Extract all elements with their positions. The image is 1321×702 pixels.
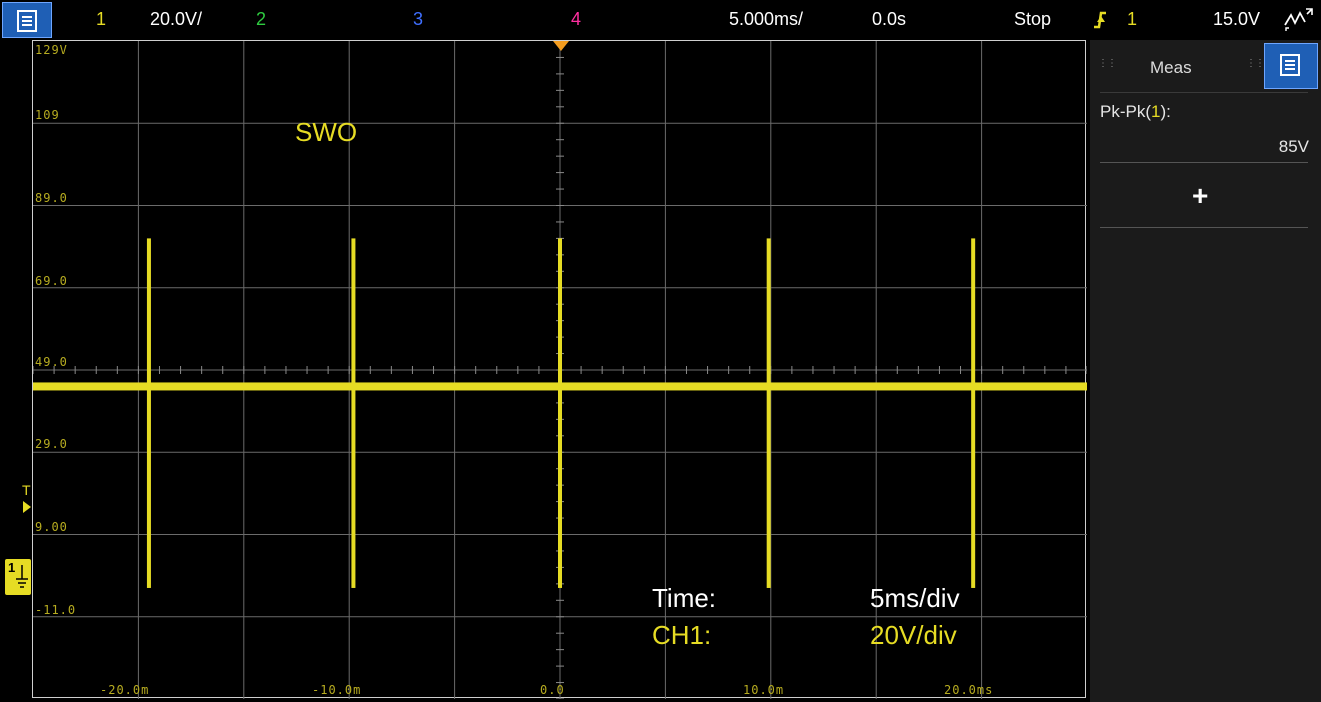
y-label-3: 69.0 xyxy=(35,274,68,288)
channel-1-waveform xyxy=(33,238,1087,588)
x-label-3: 10.0m xyxy=(743,683,785,697)
y-label-1: 109 xyxy=(35,108,60,122)
trigger-position-marker[interactable] xyxy=(553,41,569,53)
delay-value[interactable]: 0.0s xyxy=(872,9,907,29)
divider xyxy=(1100,92,1308,93)
measurement-label-text: Pk-Pk(1): xyxy=(1100,102,1171,121)
y-label-5: 29.0 xyxy=(35,437,68,451)
trigger-level-arrow-icon[interactable] xyxy=(22,500,32,514)
channel-1-button[interactable]: 1 xyxy=(96,9,107,29)
x-label-2: 0.0 xyxy=(540,683,565,697)
x-label-1: -10.0m xyxy=(312,683,362,697)
channel-1-ground-marker[interactable]: 1 xyxy=(5,559,31,595)
drag-handle-icon[interactable]: ⋮⋮ xyxy=(1098,58,1117,69)
y-label-6: 9.00 xyxy=(35,520,68,534)
menu-icon xyxy=(1280,54,1300,76)
measurement-label[interactable]: Pk-Pk(1): xyxy=(1100,102,1171,122)
autoscale-icon[interactable] xyxy=(1283,7,1315,33)
rising-edge-icon[interactable] xyxy=(1093,9,1107,31)
pulse-spike xyxy=(146,238,151,588)
y-label-7: -11.0 xyxy=(35,603,77,617)
menu-icon xyxy=(17,10,37,32)
measurement-value: 85V xyxy=(1278,137,1309,156)
channel-1-scale[interactable]: 20.0V/ xyxy=(150,9,203,29)
trigger-level[interactable]: 15.0V xyxy=(1213,9,1261,29)
x-label-4: 20.0ms xyxy=(944,683,994,697)
measurement-tab-title: Meas xyxy=(1150,58,1192,77)
add-measurement-button[interactable]: + xyxy=(1192,180,1209,211)
pulse-spike xyxy=(766,238,771,588)
time-value: 5ms/div xyxy=(870,583,960,613)
drag-handle-icon[interactable]: ⋮⋮ xyxy=(1246,58,1265,69)
annotation-title: SWO xyxy=(295,117,358,147)
time-label: Time: xyxy=(652,583,717,613)
y-label-2: 89.0 xyxy=(35,191,68,205)
channel-4-button[interactable]: 4 xyxy=(571,9,582,29)
measurement-panel: ⋮⋮ Meas ⋮⋮ Pk-Pk(1): 85V + xyxy=(1090,40,1321,702)
measurement-tab[interactable]: ⋮⋮ Meas ⋮⋮ xyxy=(1090,42,1265,88)
ground-marker-label: 1 xyxy=(8,560,16,575)
x-label-0: -20.0m xyxy=(100,683,150,697)
pulse-spike xyxy=(351,238,356,588)
trigger-source[interactable]: 1 xyxy=(1127,9,1138,29)
ch1-scale-label: CH1: xyxy=(652,620,712,650)
main-menu-button[interactable] xyxy=(2,2,52,38)
channel-2-button[interactable]: 2 xyxy=(256,9,267,29)
waveform-display[interactable] xyxy=(32,40,1087,699)
ground-icon xyxy=(16,565,28,588)
pulse-spike xyxy=(971,238,976,588)
run-state[interactable]: Stop xyxy=(1014,9,1052,29)
status-bar: 1 20.0V/ 2 3 4 5.000ms/ 0.0s Stop 1 15.0… xyxy=(0,0,1321,40)
divider xyxy=(1100,227,1308,228)
y-label-0: 129V xyxy=(35,43,68,57)
timebase-value[interactable]: 5.000ms/ xyxy=(729,9,804,29)
ch1-scale-value: 20V/div xyxy=(870,620,957,650)
trigger-level-marker-label: T xyxy=(22,482,31,498)
graticule xyxy=(33,41,1087,699)
measurement-source-channel: 1 xyxy=(1151,102,1161,121)
y-label-4: 49.0 xyxy=(35,355,68,369)
pulse-spike xyxy=(558,238,562,588)
panel-menu-button[interactable] xyxy=(1264,43,1318,89)
divider xyxy=(1100,162,1308,163)
channel-3-button[interactable]: 3 xyxy=(413,9,424,29)
